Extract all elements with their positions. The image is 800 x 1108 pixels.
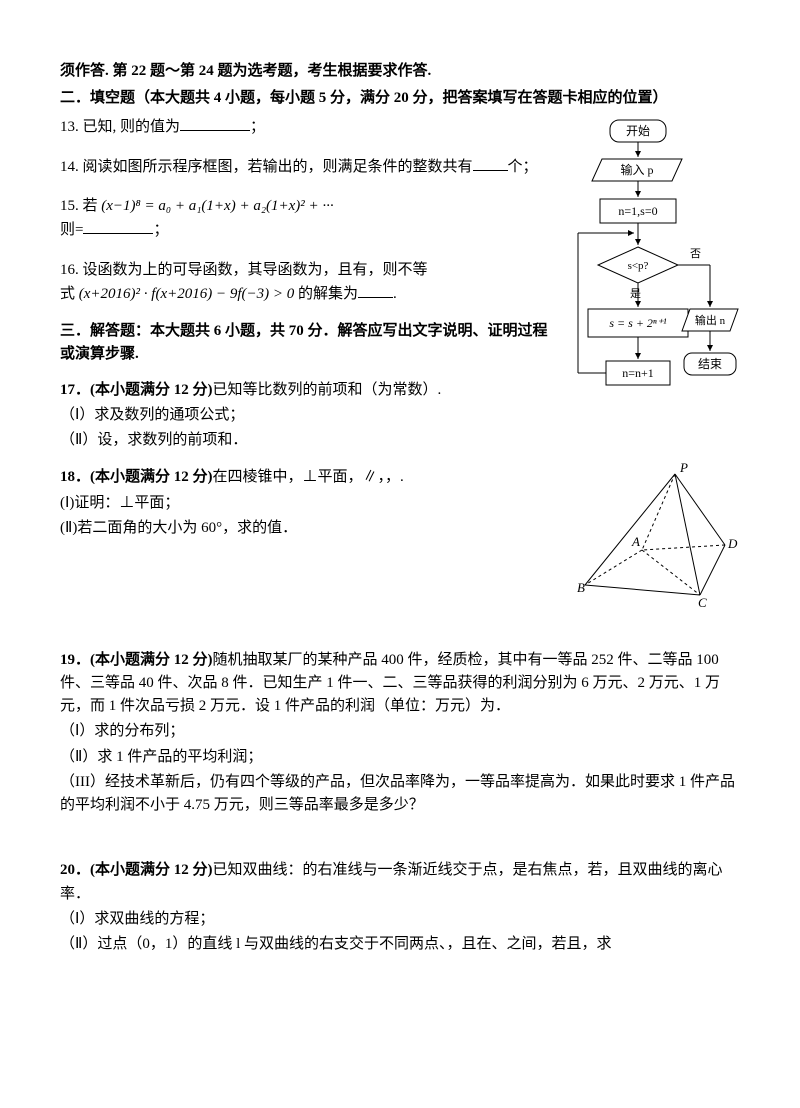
q16-line2c: . — [393, 286, 397, 302]
q20: 20．(本小题满分 12 分)已知双曲线：的右准线与一条渐近线交于点，是右焦点，… — [60, 859, 740, 956]
q13-text-a: 13. 已知, 则的值为 — [60, 119, 180, 135]
fc-step1: s = s + 2ⁿ⁺¹ — [609, 316, 667, 330]
fc-init: n=1,s=0 — [618, 204, 657, 218]
fc-no: 否 — [690, 248, 701, 260]
fc-cond: s<p? — [628, 260, 649, 272]
q20-head: 20．(本小题满分 12 分) — [60, 862, 213, 878]
fc-start: 开始 — [626, 124, 650, 138]
q13-text-b: ； — [250, 119, 265, 135]
q19-p3: （III）经技术革新后，仍有四个等级的产品，但次品率降为，一等品率提高为．如果此… — [60, 771, 740, 818]
q15-formula: (x−1)⁸ = a₀ + a₁(1+x) + a₂(1+x)² + ··· — [101, 198, 333, 214]
q18-head: 18．(本小题满分 12 分) — [60, 469, 213, 485]
pyramid-svg: P B C D A — [570, 460, 740, 610]
q15-line2a: 则= — [60, 222, 83, 238]
q14-blank — [473, 155, 508, 171]
q16-line2b: 的解集为 — [294, 286, 358, 302]
q16-blank — [358, 282, 393, 298]
q20-p1: （Ⅰ）求双曲线的方程； — [60, 908, 740, 931]
q16-line1: 16. 设函数为上的可导函数，其导函数为，且有，则不等 — [60, 262, 428, 278]
fc-step2: n=n+1 — [622, 366, 654, 380]
q14-text-b: 个； — [508, 159, 538, 175]
q19-p1: （Ⅰ）求的分布列； — [60, 720, 740, 743]
q14-text-a: 14. 阅读如图所示程序框图，若输出的，则满足条件的整数共有 — [60, 159, 473, 175]
q15-prefix: 15. 若 — [60, 198, 101, 214]
pyramid-B: B — [577, 580, 585, 595]
fc-output: 输出 n — [695, 313, 726, 327]
fc-yes: 是 — [630, 287, 641, 300]
q19-head: 19．(本小题满分 12 分) — [60, 652, 213, 668]
pyramid-A: A — [631, 534, 640, 549]
pyramid-P: P — [679, 460, 688, 475]
header-line-2: 二．填空题（本大题共 4 小题，每小题 5 分，满分 20 分，把答案填写在答题… — [60, 87, 740, 110]
fc-input: 输入 p — [620, 162, 653, 177]
q19: 19．(本小题满分 12 分)随机抽取某厂的某种产品 400 件，经质检，其中有… — [60, 649, 740, 818]
fc-end: 结束 — [698, 357, 722, 371]
q18-tail: 在四棱锥中，⊥平面，∥，，. — [213, 469, 404, 485]
q19-p2: （Ⅱ）求 1 件产品的平均利润； — [60, 746, 740, 769]
pyramid-figure: P B C D A — [570, 460, 740, 618]
q15-line2b: ； — [153, 222, 168, 238]
q17-tail: 已知等比数列的前项和（为常数）. — [213, 382, 442, 398]
flowchart-figure: 开始 输入 p n=1,s=0 s<p? 是 否 s = s + 2ⁿ⁺¹ n=… — [560, 115, 740, 443]
q13-blank — [180, 115, 250, 131]
q20-p2: （Ⅱ）过点（0，1）的直线 l 与双曲线的右支交于不同两点、，且在、之间，若且，… — [60, 933, 740, 956]
q17-head: 17．(本小题满分 12 分) — [60, 382, 213, 398]
flowchart-svg: 开始 输入 p n=1,s=0 s<p? 是 否 s = s + 2ⁿ⁺¹ n=… — [560, 115, 740, 435]
header-line-1: 须作答. 第 22 题～第 24 题为选考题，考生根据要求作答. — [60, 60, 740, 83]
pyramid-C: C — [698, 595, 707, 610]
pyramid-D: D — [727, 536, 738, 551]
q15-blank — [83, 218, 153, 234]
q16-formula: (x+2016)² · f(x+2016) − 9f(−3) > 0 — [79, 286, 294, 302]
q16-line2a: 式 — [60, 286, 79, 302]
